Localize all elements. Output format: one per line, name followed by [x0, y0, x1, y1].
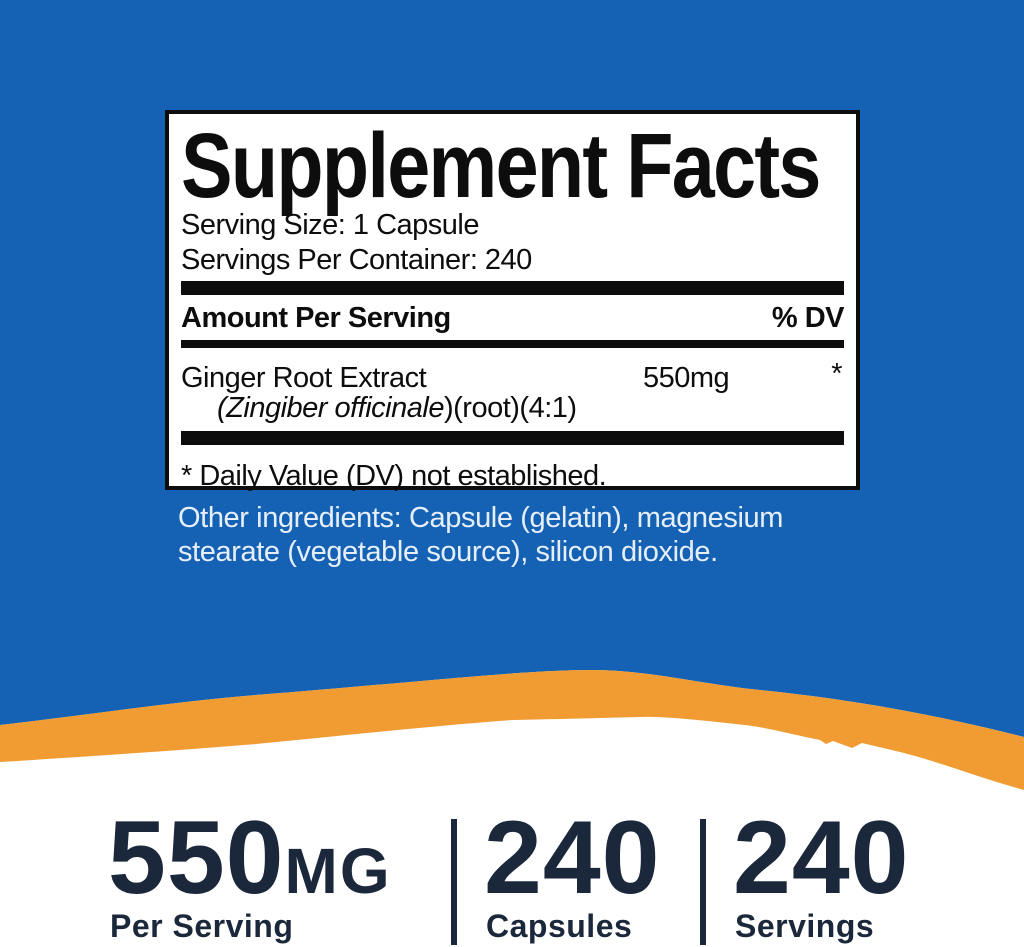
amount-per-serving-header: Amount Per Serving	[181, 302, 451, 334]
ingredient-row: Ginger Root Extract 550mg *	[181, 359, 844, 394]
servings-per-container-line: Servings Per Container: 240	[181, 244, 532, 276]
latin-name-italic: Zingiber officinale	[226, 392, 444, 424]
stat-divider-1	[451, 819, 457, 945]
stat-capsules-label: Capsules	[486, 908, 633, 944]
supplement-facts-title: Supplement Facts	[181, 115, 821, 217]
serving-size-line: Serving Size: 1 Capsule	[181, 209, 480, 241]
ingredient-name: Ginger Root Extract	[181, 362, 427, 394]
stat-per-serving-label: Per Serving	[110, 908, 294, 944]
ingredient-latin-line: (Zingiber officinale)(root)(4:1)	[181, 393, 844, 423]
orange-wave-graphic	[0, 640, 1024, 790]
divider-bar-bottom	[181, 431, 844, 445]
stat-servings-label: Servings	[735, 908, 875, 944]
divider-bar-top	[181, 281, 844, 295]
stat-servings-value: 240	[733, 806, 910, 923]
amount-header-row: Amount Per Serving % DV	[181, 301, 845, 335]
stat-divider-2	[700, 819, 706, 945]
latin-suffix: )(root)(4:1)	[443, 392, 577, 424]
supplement-facts-panel: Supplement Facts Serving Size: 1 Capsule…	[165, 110, 860, 492]
stat-per-serving-unit: MG	[284, 835, 392, 907]
ingredient-dv-asterisk: *	[831, 358, 842, 390]
stat-capsules-value: 240	[484, 806, 661, 923]
wave-orange-brush	[0, 670, 1024, 790]
other-ingredients-text: Other ingredients: Capsule (gelatin), ma…	[178, 502, 784, 568]
ingredient-amount: 550mg	[643, 362, 730, 394]
stat-capsules-number: 240	[484, 800, 661, 916]
latin-open-paren: (	[217, 392, 227, 424]
stat-servings-number: 240	[733, 800, 910, 916]
divider-bar-header	[181, 340, 844, 348]
stat-per-serving-number: 550	[108, 800, 285, 916]
dv-footnote: * Daily Value (DV) not established.	[181, 460, 607, 492]
percent-dv-header: % DV	[771, 302, 845, 334]
wave-blue-shape	[0, 640, 1024, 737]
stat-per-serving-value: 550MG	[108, 806, 392, 923]
